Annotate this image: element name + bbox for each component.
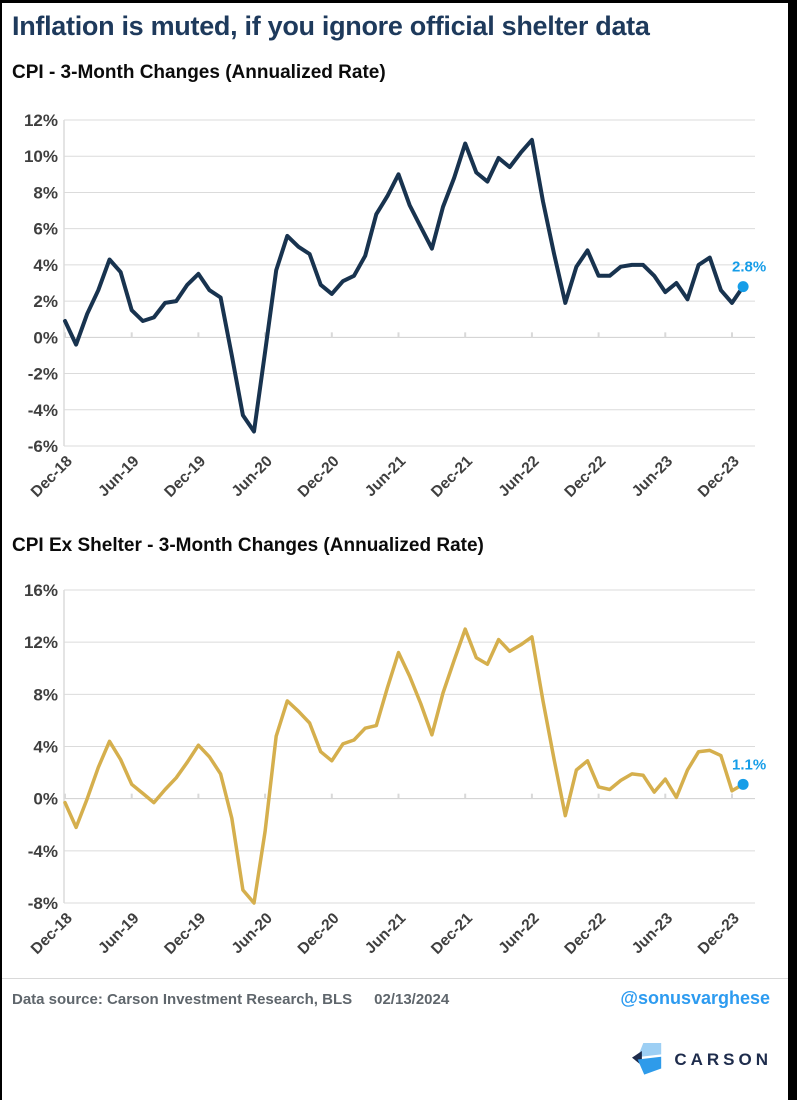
footer: Data source: Carson Investment Research,… xyxy=(12,991,449,1008)
footer-date: 02/13/2024 xyxy=(374,991,450,1008)
x-tick-label: Jun-19 xyxy=(95,453,143,501)
x-tick-label: Dec-22 xyxy=(561,910,609,958)
carson-logo: CARSON xyxy=(632,1041,772,1079)
cpi-line xyxy=(63,137,746,434)
y-tick-label: -4% xyxy=(28,401,58,420)
end-point-label: 1.1% xyxy=(732,756,766,773)
x-tick-label: Dec-18 xyxy=(28,453,76,501)
x-tick-label: Jun-23 xyxy=(629,910,677,958)
y-tick-label: 0% xyxy=(33,328,58,347)
y-tick-label: 12% xyxy=(24,111,58,130)
x-tick-label: Jun-19 xyxy=(95,910,143,958)
carson-logo-icon xyxy=(632,1043,662,1075)
y-tick-label: 8% xyxy=(33,685,58,704)
x-tick-label: Dec-21 xyxy=(428,453,476,501)
x-tick-label: Jun-21 xyxy=(362,910,410,958)
logo-light-triangle xyxy=(637,1043,662,1058)
end-point-dot xyxy=(737,778,749,790)
footer-divider xyxy=(2,978,788,979)
y-tick-label: 10% xyxy=(24,147,58,166)
x-tick-label: Dec-23 xyxy=(695,910,743,958)
y-tick-label: 12% xyxy=(24,633,58,652)
x-tick-label: Dec-23 xyxy=(695,453,743,501)
end-point-dot xyxy=(737,281,749,293)
y-tick-label: -8% xyxy=(28,894,58,913)
x-tick-label: Dec-21 xyxy=(428,910,476,958)
x-tick-label: Jun-20 xyxy=(229,910,276,957)
chart-2-svg: 16% 12% 8% 4% 0% -4% -8%Dec-18 Jun-19 Dec-19 Jun-… xyxy=(24,581,766,958)
page-title: Inflation is muted, if you ignore offici… xyxy=(12,11,650,41)
chart-2-title: CPI Ex Shelter - 3-Month Changes (Annual… xyxy=(12,535,484,556)
y-tick-label: -4% xyxy=(28,842,58,861)
chart-1-title: CPI - 3-Month Changes (Annualized Rate) xyxy=(12,62,386,83)
y-tick-label: -6% xyxy=(28,437,58,456)
y-tick-label: -2% xyxy=(28,365,58,384)
end-point-label: 2.8% xyxy=(732,259,766,276)
x-tick-label: Dec-22 xyxy=(561,453,609,501)
data-source-text: Data source: Carson Investment Research,… xyxy=(12,991,353,1008)
y-tick-label: 16% xyxy=(24,581,58,600)
x-tick-label: Dec-20 xyxy=(295,910,343,958)
chart-1-svg: 12% 10% 8% 6% 4% 2% 0% -2% -4% -6%Dec-18 Jun-19 Dec… xyxy=(24,111,766,501)
x-tick-label: Jun-22 xyxy=(495,910,542,957)
logo-blue-triangle xyxy=(637,1056,662,1075)
y-tick-label: 4% xyxy=(33,738,58,757)
x-tick-label: Dec-18 xyxy=(28,910,76,958)
x-tick-label: Jun-20 xyxy=(229,453,276,500)
x-tick-label: Jun-21 xyxy=(362,453,410,501)
y-tick-label: 2% xyxy=(33,292,58,311)
x-tick-label: Dec-20 xyxy=(295,453,343,501)
x-tick-label: Jun-23 xyxy=(629,453,677,501)
carson-logo-text: CARSON xyxy=(674,1050,772,1069)
y-tick-label: 6% xyxy=(33,220,58,239)
cpi-ex-shelter-line xyxy=(63,627,745,905)
y-tick-label: 0% xyxy=(33,790,58,809)
twitter-handle: @sonusvarghese xyxy=(620,988,770,1008)
y-tick-label: 4% xyxy=(33,256,58,275)
x-tick-label: Jun-22 xyxy=(495,453,542,500)
x-tick-label: Dec-19 xyxy=(161,453,209,501)
x-tick-label: Dec-19 xyxy=(161,910,209,958)
y-tick-label: 8% xyxy=(33,183,58,202)
